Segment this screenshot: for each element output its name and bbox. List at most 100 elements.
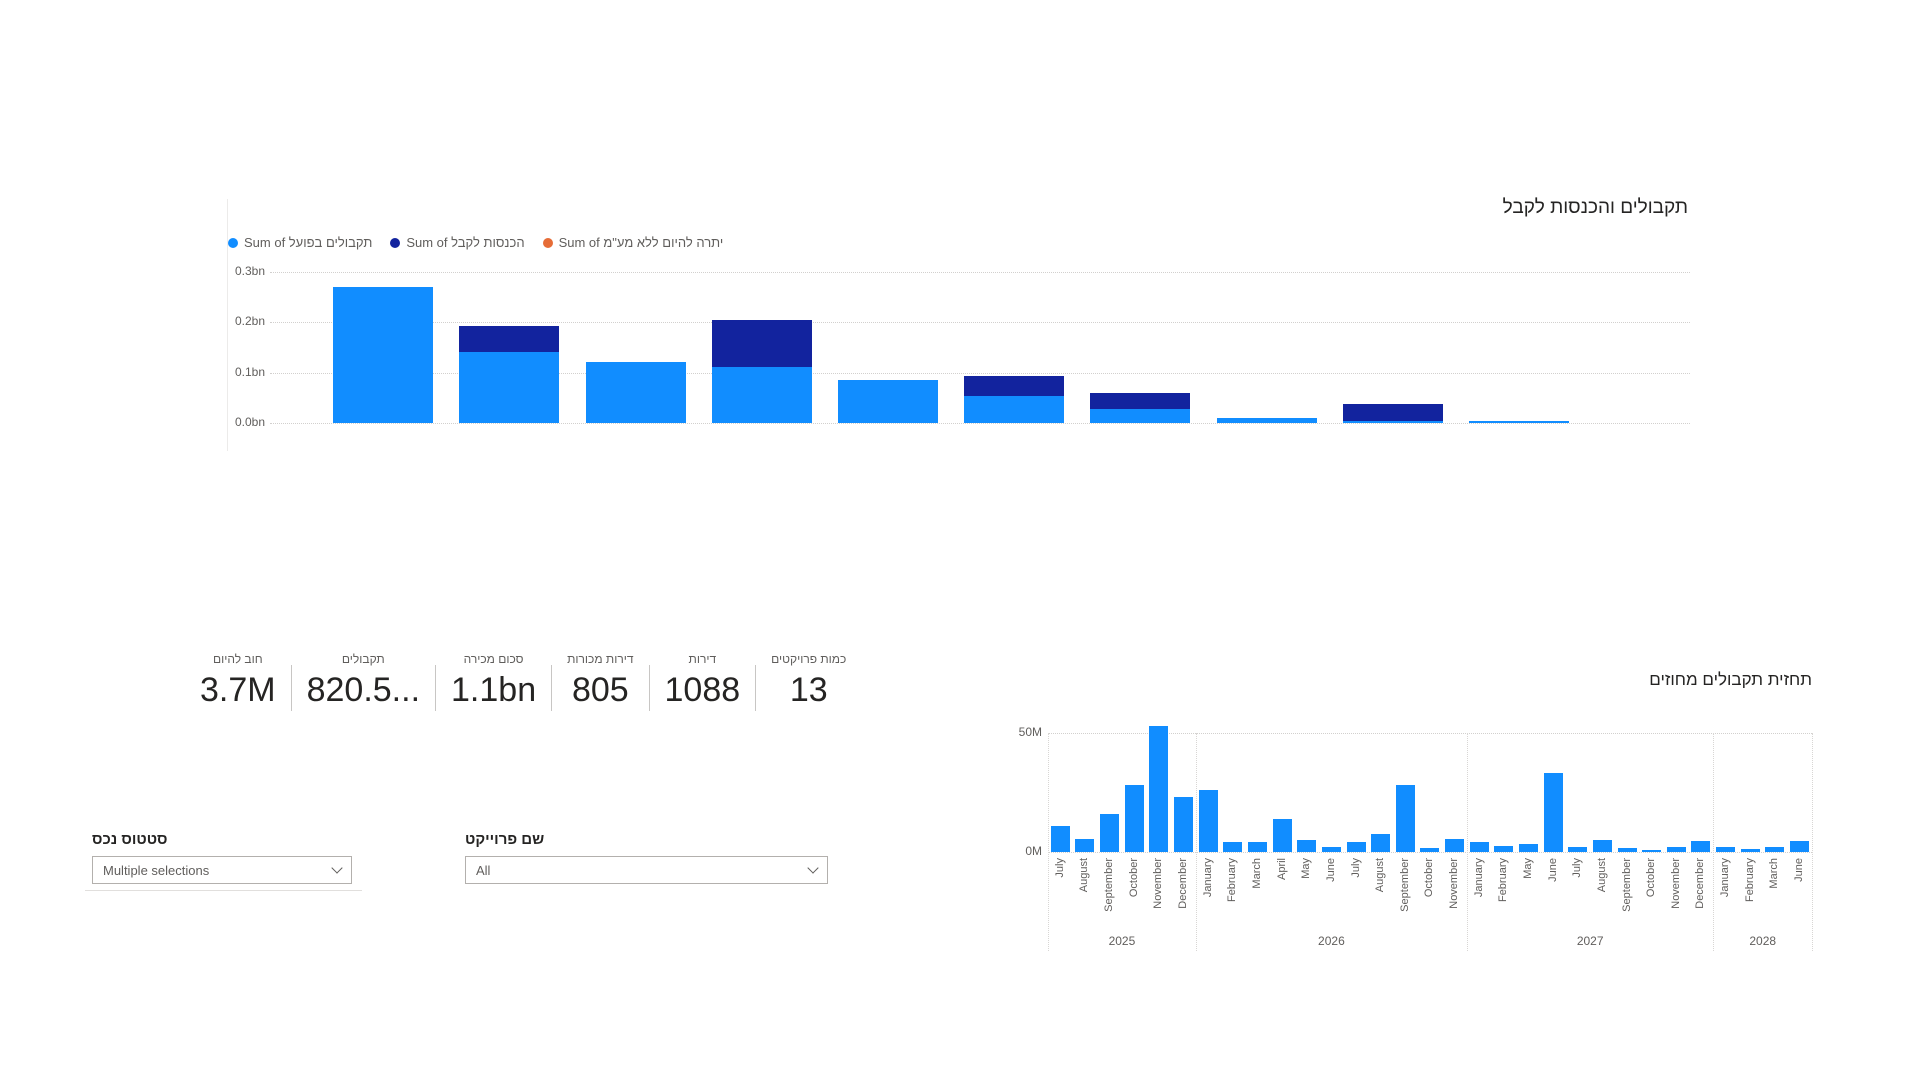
forecast-bar[interactable] [1395,785,1415,852]
chevron-down-icon[interactable] [807,862,819,874]
forecast-bar[interactable] [1716,847,1736,852]
x-axis-label-slot: August [1073,858,1098,930]
forecast-bar[interactable] [1666,847,1686,852]
forecast-bar[interactable] [1174,797,1194,852]
forecast-bar[interactable] [1445,839,1465,852]
bar-segment[interactable] [1090,393,1191,409]
bar-segment[interactable] [711,367,812,423]
forecast-bar[interactable] [1223,842,1243,852]
month-label: March [1250,858,1263,889]
bar-group [951,272,1077,423]
kpi-card: חוב להיום 3.7M [185,652,291,711]
forecast-bar[interactable] [1100,814,1120,852]
slicer-project-name-label: שם פרוייקט [465,831,545,848]
x-axis-label-slot: January [1713,858,1738,930]
forecast-bar[interactable] [1617,848,1637,852]
bar-segment[interactable] [837,380,938,423]
forecast-bar[interactable] [1420,848,1440,852]
year-separator [1466,733,1468,951]
bar-segment[interactable] [964,396,1065,423]
x-axis-label-slot: November [1147,858,1172,930]
chevron-down-icon[interactable] [331,862,343,874]
forecast-bar[interactable] [1346,842,1366,852]
forecast-bar[interactable] [1568,847,1588,852]
forecast-bar[interactable] [1518,844,1538,852]
bar-segment[interactable] [1090,409,1191,423]
forecast-bar[interactable] [1469,842,1489,852]
bar-segment[interactable] [964,376,1065,396]
stacked-bar[interactable] [1090,393,1191,423]
forecast-bar[interactable] [1543,773,1563,852]
bar-group [1689,720,1714,852]
bar-segment[interactable] [1342,404,1443,421]
year-label: 2028 [1749,934,1777,948]
month-label: August [1595,858,1608,893]
forecast-bar[interactable] [1198,790,1218,852]
month-label: January [1201,858,1214,898]
bar-group [1492,720,1517,852]
bar-segment[interactable] [1468,421,1569,423]
forecast-bar[interactable] [1765,847,1785,852]
stacked-bar[interactable] [333,287,434,423]
forecast-bar[interactable] [1371,834,1391,852]
stacked-bar[interactable] [459,326,560,423]
forecast-bar[interactable] [1247,842,1267,852]
forecast-bar[interactable] [1740,849,1760,852]
bar-segment[interactable] [1216,418,1317,423]
forecast-bar[interactable] [1642,850,1662,852]
legend-item[interactable]: Sum of תקבולים בפועל [228,235,372,250]
stacked-bar[interactable] [585,362,686,423]
bar-group [1344,720,1369,852]
forecast-bar[interactable] [1592,840,1612,852]
legend-label: Sum of יתרה להיום ללא מע"מ [558,235,724,250]
forecast-bar[interactable] [1691,841,1711,852]
stacked-bar[interactable] [711,320,812,423]
forecast-bar[interactable] [1272,819,1292,852]
month-label: October [1423,858,1436,898]
y-axis-tick: 0.0bn [234,415,265,429]
month-label: June [1546,858,1559,882]
stacked-bar[interactable] [964,376,1065,423]
x-axis-label-slot: December [1171,858,1196,930]
bar-group [1330,272,1456,423]
forecast-bar[interactable] [1321,847,1341,852]
stacked-bar[interactable] [1216,418,1317,423]
month-label: November [1448,858,1461,909]
bar-segment[interactable] [459,326,560,352]
legend-dot-icon [390,237,401,248]
slicer-asset-status-dropdown[interactable]: Multiple selections [92,856,352,884]
legend-dot-icon [228,237,238,248]
forecast-bar[interactable] [1124,785,1144,852]
slicer-project-name-dropdown[interactable]: All [465,856,828,884]
bar-segment[interactable] [711,320,812,367]
bar-group [825,272,951,423]
bar-group [1294,720,1319,852]
stacked-bar[interactable] [1342,404,1443,423]
forecast-bar[interactable] [1050,826,1070,852]
forecast-chart-month-labels: July August September October November Decemb… [1048,858,1812,930]
forecast-bar[interactable] [1790,841,1810,852]
bar-group [1590,720,1615,852]
bar-segment[interactable] [333,287,434,423]
forecast-bar[interactable] [1494,846,1514,852]
month-label: September [1103,858,1116,912]
bar-segment[interactable] [585,362,686,423]
forecast-bar[interactable] [1075,839,1095,852]
legend-item[interactable]: Sum of יתרה להיום ללא מע"מ [542,235,724,250]
bar-segment[interactable] [459,352,560,423]
stacked-bar[interactable] [837,380,938,423]
forecast-bar[interactable] [1149,726,1169,852]
forecast-bar[interactable] [1297,840,1317,852]
month-label: May [1521,858,1534,879]
month-label: January [1719,858,1732,898]
bar-group [1615,720,1640,852]
bar-segment[interactable] [1342,421,1443,423]
bar-group [1077,272,1203,423]
x-axis-label-slot: August [1368,858,1393,930]
forecast-chart-title: תחזית תקבולים מחוזים [1649,670,1812,689]
legend-item[interactable]: Sum of הכנסות לקבל [390,235,525,250]
y-axis-tick: 0M [1025,844,1042,858]
gridline [270,423,1690,424]
stacked-bar[interactable] [1468,421,1569,423]
month-label: October [1127,858,1140,898]
